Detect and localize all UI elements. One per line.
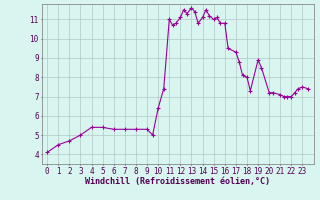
- X-axis label: Windchill (Refroidissement éolien,°C): Windchill (Refroidissement éolien,°C): [85, 177, 270, 186]
